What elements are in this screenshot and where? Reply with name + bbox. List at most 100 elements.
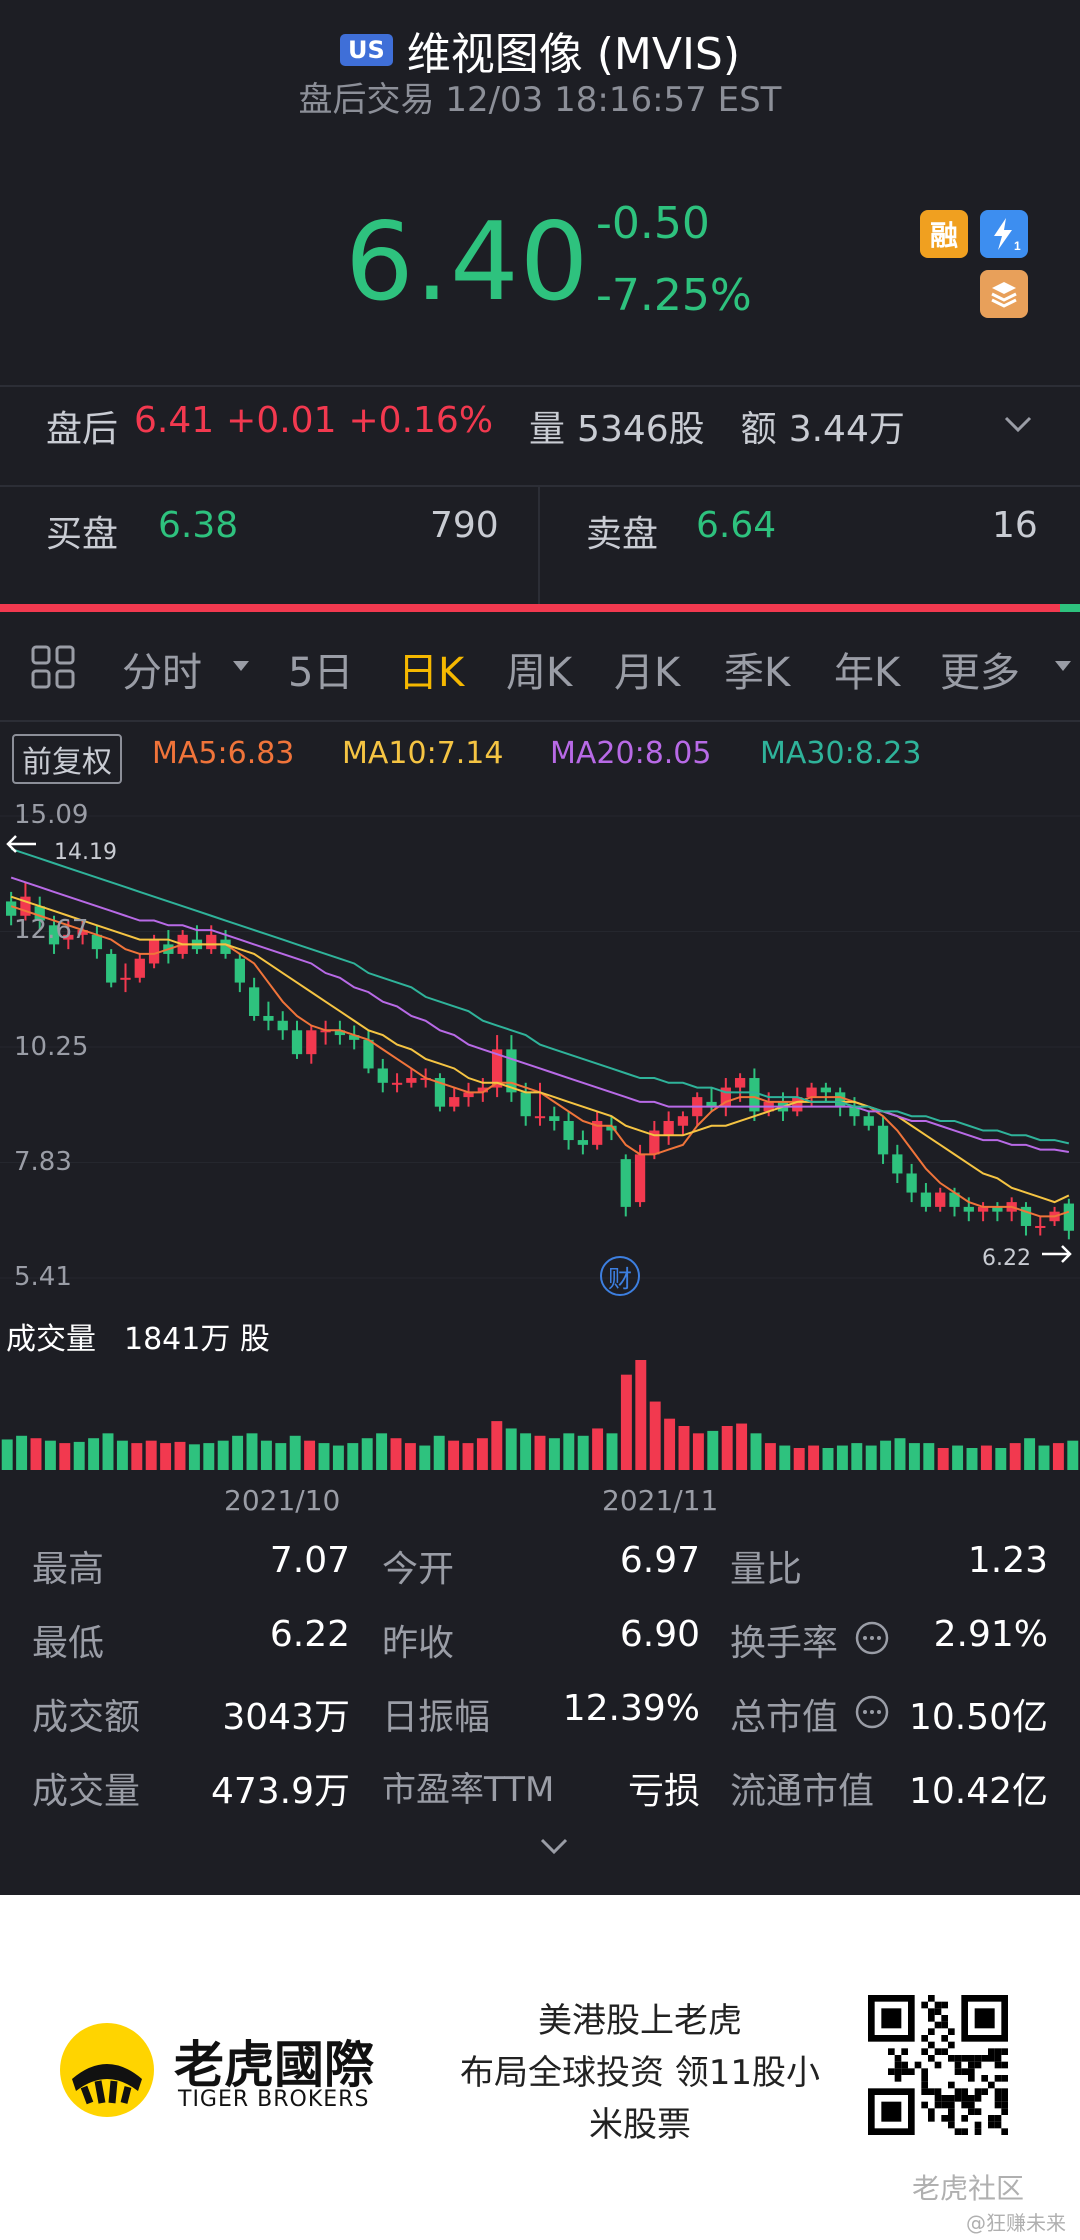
- ma20-line: [10, 876, 1070, 1153]
- tab-monthly-k[interactable]: 月K: [614, 650, 681, 696]
- stat-label: 市盈率TTM: [382, 1770, 555, 1810]
- tab-more[interactable]: 更多: [940, 650, 1020, 696]
- divider: [0, 385, 1080, 387]
- candle: [306, 1025, 317, 1064]
- more-info-icon[interactable]: [854, 1694, 890, 1734]
- y-tick: 5.41: [14, 1262, 72, 1292]
- volume-bar: [260, 1440, 272, 1470]
- tab-intraday[interactable]: 分时: [122, 650, 202, 696]
- candle: [363, 1030, 374, 1074]
- stack-icon[interactable]: [980, 270, 1028, 318]
- candle: [120, 963, 131, 993]
- expand-chevron-icon[interactable]: [536, 1834, 572, 1862]
- candle: [906, 1163, 917, 1203]
- grid-icon[interactable]: [30, 644, 76, 694]
- bid-ask-separator: [538, 486, 540, 604]
- tab-yearly-k[interactable]: 年K: [834, 650, 901, 696]
- volume-bar: [203, 1443, 215, 1470]
- last-price: 6.40: [345, 200, 590, 325]
- volume-label: 量: [529, 409, 566, 450]
- stat-label: 最低: [32, 1623, 105, 1664]
- amount-label: 额: [740, 409, 777, 450]
- volume-bar: [289, 1435, 301, 1470]
- candle: [463, 1082, 474, 1107]
- volume-bar: [476, 1438, 488, 1470]
- chevron-down-icon[interactable]: [1000, 412, 1036, 440]
- volume-bar: [808, 1445, 820, 1470]
- stock-name: 维视图像 (MVIS): [406, 29, 741, 80]
- stat-value: 10.42亿: [908, 1771, 1048, 1812]
- volume-bar: [30, 1438, 42, 1470]
- candle: [749, 1068, 760, 1121]
- candle: [592, 1111, 603, 1150]
- candlestick-chart[interactable]: [0, 790, 1080, 1310]
- tab-5day[interactable]: 5日: [288, 650, 354, 696]
- volume-bar: [145, 1440, 157, 1470]
- promo-footer: 老虎國際 TIGER BROKERS 美港股上老虎 布局全球投资 领11股小 米…: [0, 1895, 1080, 2240]
- watermark-user: @狂赚未来: [966, 2211, 1066, 2235]
- price-change-pct: -7.25%: [596, 270, 752, 321]
- candle: [620, 1154, 631, 1217]
- volume-bar: [88, 1438, 100, 1470]
- volume-bar: [548, 1438, 560, 1470]
- price-change: -0.50: [596, 198, 710, 249]
- volume-bar: [678, 1426, 690, 1470]
- stat-value: 6.97: [619, 1540, 700, 1581]
- stat-value: 6.22: [269, 1614, 350, 1655]
- chart-tabs: 分时 5日 日K 周K 月K 季K 年K 更多: [0, 640, 1080, 700]
- caret-down-icon[interactable]: [1054, 658, 1072, 677]
- candle: [577, 1130, 589, 1155]
- candle: [563, 1111, 574, 1150]
- high-marker: 14.19: [54, 840, 117, 865]
- adjust-button[interactable]: 前复权: [12, 734, 122, 784]
- arrow-right-icon: [1040, 1242, 1074, 1270]
- qr-code: [868, 1995, 1008, 2135]
- volume-bar: [116, 1440, 128, 1470]
- volume-bar: [736, 1423, 748, 1470]
- promo-slogan: 美港股上老虎 布局全球投资 领11股小 米股票: [440, 1995, 840, 2151]
- caret-down-icon[interactable]: [232, 658, 250, 677]
- volume-bar: [880, 1440, 892, 1470]
- x-tick: 2021/10: [224, 1484, 341, 1517]
- stat-value: 2.91%: [933, 1614, 1048, 1655]
- volume-bar: [851, 1443, 863, 1470]
- margin-icon[interactable]: 融: [920, 210, 968, 258]
- divider: [0, 720, 1080, 722]
- candle: [34, 896, 45, 931]
- candle: [234, 953, 245, 993]
- candle: [992, 1202, 1003, 1222]
- ma20-label: MA20:8.05: [550, 736, 712, 771]
- lightning-icon[interactable]: 1: [980, 210, 1028, 258]
- candle: [248, 977, 260, 1021]
- volume-bar: [275, 1443, 287, 1470]
- bid-price: 6.38: [158, 505, 239, 546]
- more-info-icon[interactable]: [854, 1620, 890, 1660]
- ma10-line: [10, 895, 1070, 1204]
- candle: [534, 1082, 546, 1126]
- candle: [106, 949, 117, 988]
- tab-daily-k[interactable]: 日K: [398, 650, 465, 696]
- brand-name-cn: 老虎國際: [174, 2036, 374, 2094]
- after-hours-row[interactable]: 盘后 6.41 +0.01 +0.16% 量 5346股 额 3.44万: [46, 400, 905, 452]
- y-tick: 10.25: [14, 1032, 89, 1062]
- volume-bar: [160, 1443, 172, 1470]
- candle: [48, 915, 60, 954]
- volume-bar: [131, 1443, 143, 1470]
- volume-bar: [59, 1443, 71, 1470]
- volume-bar: [923, 1443, 935, 1470]
- candle: [977, 1202, 989, 1222]
- ask-price: 6.64: [696, 505, 777, 546]
- stat-value: 6.90: [619, 1614, 700, 1655]
- candle: [334, 1020, 346, 1045]
- bid-ask-ratio-bar-bid: [0, 604, 1060, 612]
- candle: [406, 1068, 417, 1088]
- tab-quarterly-k[interactable]: 季K: [724, 650, 791, 696]
- volume-chart[interactable]: [0, 1350, 1080, 1480]
- volume-bar: [44, 1440, 56, 1470]
- tab-weekly-k[interactable]: 周K: [506, 650, 573, 696]
- volume-bar: [592, 1428, 604, 1470]
- earnings-marker-icon[interactable]: 财: [600, 1256, 640, 1296]
- candle: [520, 1082, 531, 1126]
- volume-bar: [635, 1360, 647, 1470]
- candle: [320, 1020, 331, 1045]
